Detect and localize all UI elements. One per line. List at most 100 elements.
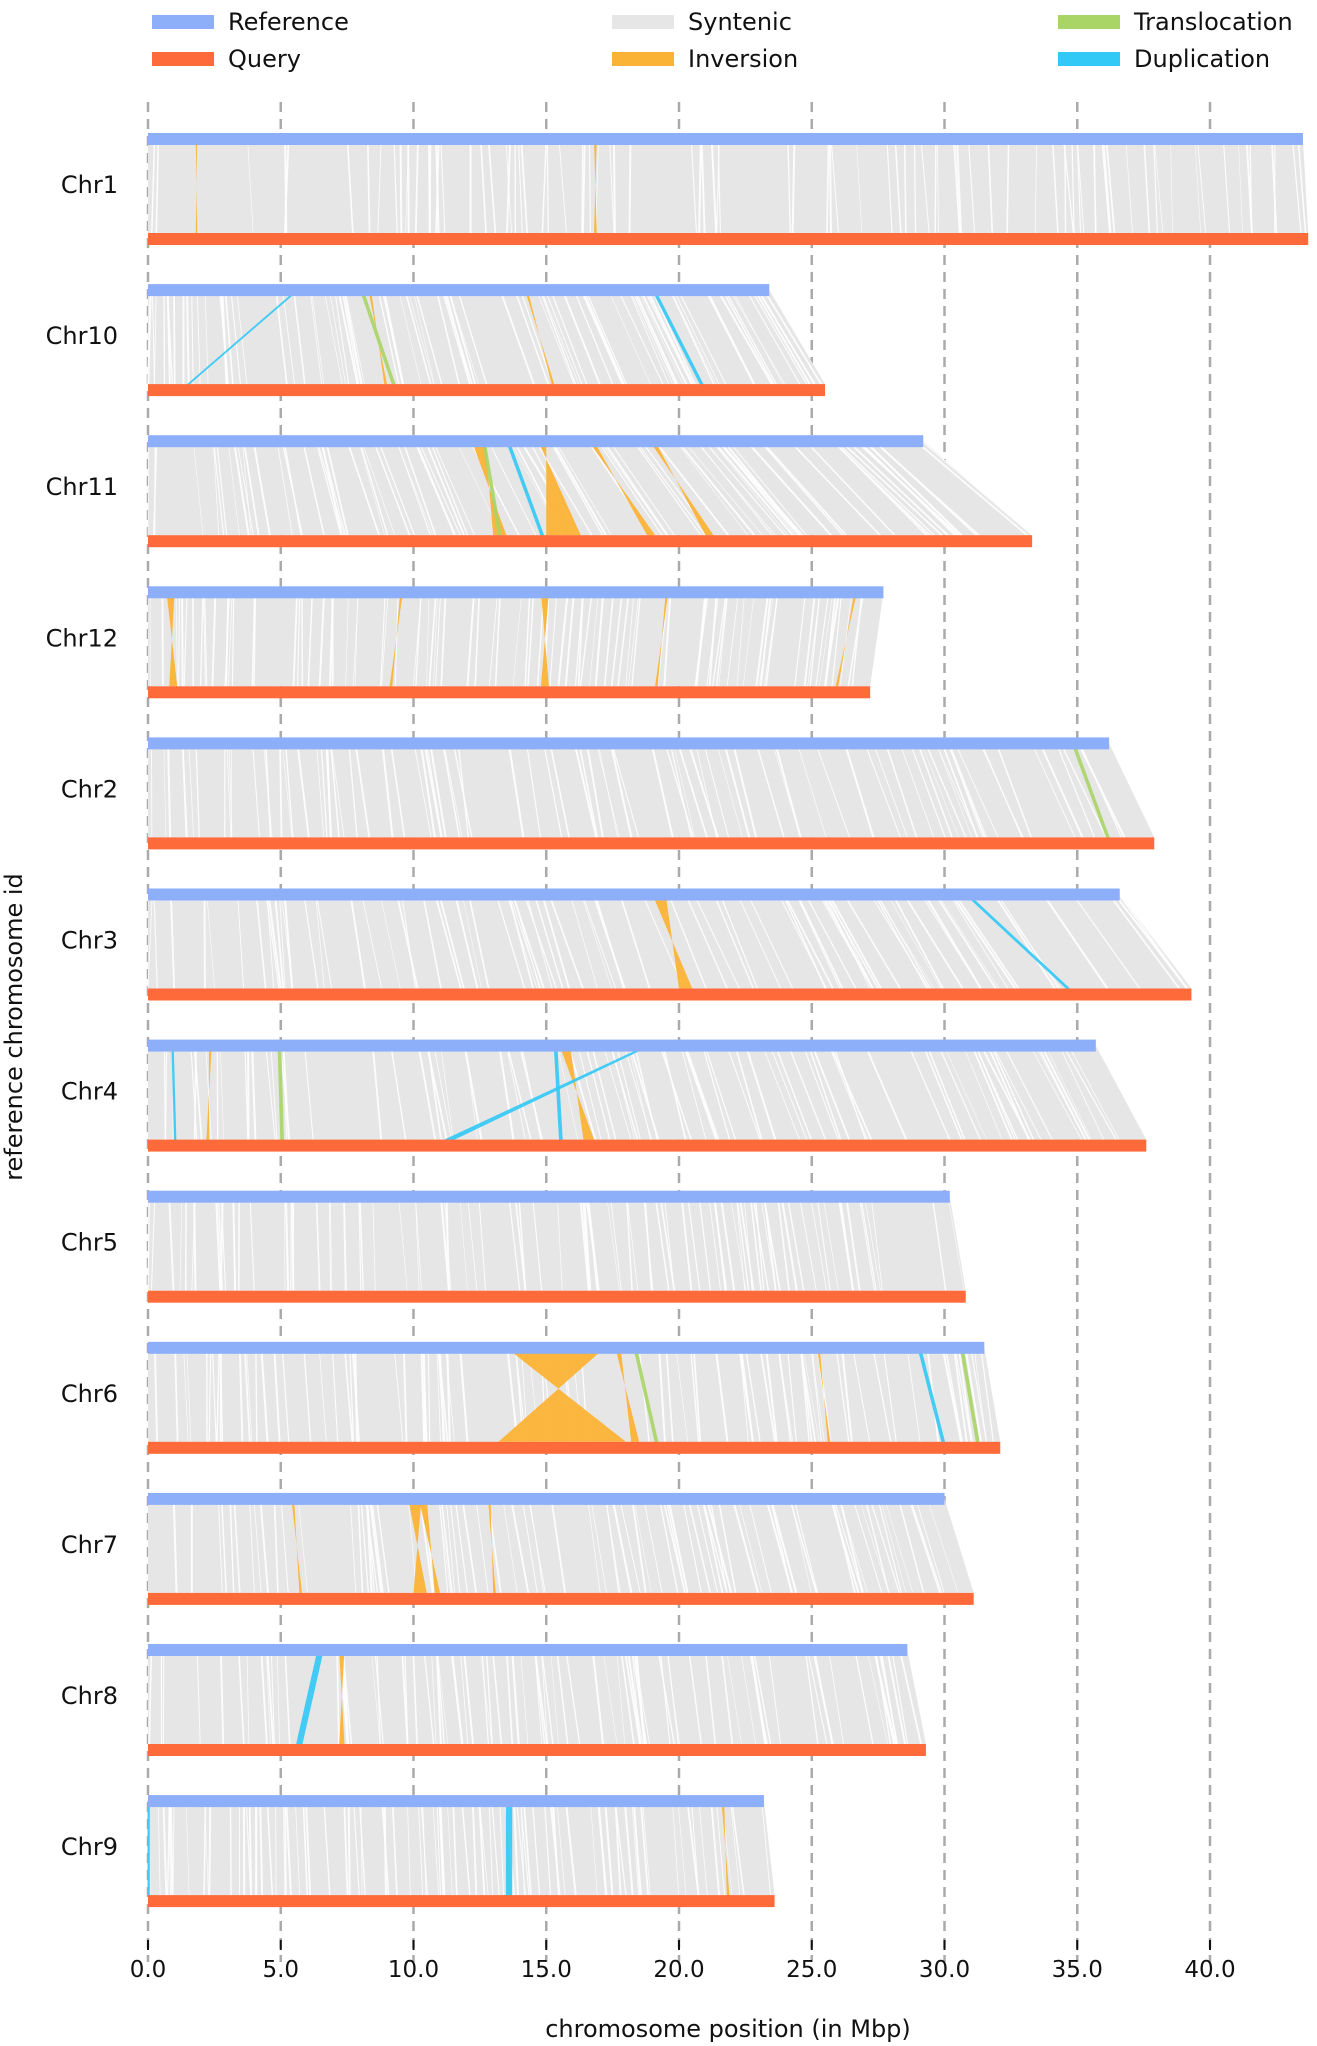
syntenic-gap bbox=[808, 1045, 842, 1140]
syntenic-gap bbox=[897, 1498, 925, 1594]
chromosome-track bbox=[147, 435, 1033, 548]
syntenic-region bbox=[148, 441, 1033, 536]
syntenic-region bbox=[148, 290, 826, 385]
syntenic-gap bbox=[349, 894, 366, 989]
syntenic-gap bbox=[695, 743, 717, 838]
syntenic-gap bbox=[413, 743, 432, 838]
syntenic-gap bbox=[199, 592, 204, 687]
syntenic-gap bbox=[1062, 1045, 1117, 1140]
syntenic-gap bbox=[183, 592, 188, 687]
syntenic-gap bbox=[830, 138, 839, 234]
syntenic-gap bbox=[1042, 893, 1109, 990]
syntenic-gap bbox=[534, 1649, 546, 1745]
syntenic-gap bbox=[383, 289, 405, 385]
syntenic-gap bbox=[297, 592, 301, 687]
syntenic-gap bbox=[357, 1498, 364, 1593]
syntenic-gap bbox=[947, 743, 986, 838]
syntenic-gap bbox=[921, 440, 1033, 536]
syntenic-gap bbox=[828, 894, 882, 989]
syntenic-gap bbox=[1031, 743, 1076, 838]
syntenic-gap bbox=[440, 592, 447, 687]
syntenic-gap bbox=[438, 1801, 445, 1896]
syntenic-gap bbox=[247, 138, 254, 234]
syntenic-gap bbox=[706, 592, 720, 687]
syntenic-gap bbox=[224, 290, 234, 385]
syntenic-gap bbox=[716, 289, 773, 385]
syntenic-gap bbox=[752, 1196, 770, 1291]
chromosome-track bbox=[148, 133, 1309, 245]
syntenic-gap bbox=[170, 894, 176, 989]
syntenic-gap bbox=[762, 1045, 800, 1140]
syntenic-gap bbox=[1245, 138, 1253, 234]
syntenic-gap bbox=[740, 1347, 754, 1442]
syntenic-gap bbox=[417, 1045, 437, 1140]
syntenic-gap bbox=[659, 1045, 692, 1140]
syntenic-gap bbox=[164, 1045, 168, 1140]
syntenic-gap bbox=[1003, 1045, 1053, 1140]
syntenic-gap bbox=[854, 1649, 874, 1745]
syntenic-gap bbox=[279, 894, 286, 989]
syntenic-gap bbox=[608, 289, 651, 385]
syntenic-gap bbox=[955, 743, 999, 838]
syntenic-gap bbox=[426, 592, 430, 687]
inversion-band bbox=[487, 1498, 496, 1593]
syntenic-gap bbox=[761, 1801, 771, 1896]
chromosome-label: Chr3 bbox=[61, 927, 118, 955]
syntenic-gap bbox=[703, 743, 730, 838]
syntenic-gap bbox=[631, 592, 642, 687]
syntenic-gap bbox=[646, 289, 694, 385]
syntenic-gap bbox=[481, 1649, 489, 1745]
syntenic-gap bbox=[815, 592, 830, 687]
syntenic-gap bbox=[282, 1801, 286, 1896]
syntenic-gap bbox=[899, 1649, 922, 1745]
syntenic-gap bbox=[466, 592, 475, 687]
syntenic-gap bbox=[491, 1649, 503, 1745]
syntenic-gap bbox=[396, 894, 419, 989]
syntenic-gap bbox=[297, 1498, 308, 1593]
syntenic-gap bbox=[162, 1801, 168, 1896]
syntenic-gap bbox=[393, 1347, 404, 1442]
syntenic-gap bbox=[315, 441, 342, 536]
syntenic-gap bbox=[522, 1801, 532, 1896]
syntenic-gap bbox=[585, 1045, 611, 1140]
syntenic-gap bbox=[876, 894, 931, 989]
syntenic-gap bbox=[358, 1196, 362, 1291]
syntenic-gap bbox=[556, 1196, 563, 1291]
syntenic-gap bbox=[431, 1649, 437, 1745]
syntenic-gap bbox=[594, 592, 605, 687]
syntenic-region bbox=[148, 592, 884, 687]
syntenic-gap bbox=[802, 1045, 839, 1140]
syntenic-gap bbox=[802, 1347, 820, 1442]
syntenic-gap bbox=[954, 894, 1020, 989]
syntenic-gap bbox=[843, 743, 875, 838]
syntenic-gap bbox=[516, 1801, 526, 1896]
syntenic-gap bbox=[718, 440, 804, 536]
syntenic-gap bbox=[639, 1801, 649, 1896]
syntenic-gap bbox=[920, 138, 930, 234]
syntenic-gap bbox=[329, 743, 340, 838]
syntenic-gap bbox=[665, 1347, 674, 1442]
syntenic-gap bbox=[1060, 743, 1107, 838]
syntenic-gap bbox=[617, 289, 664, 385]
query-bar bbox=[148, 1290, 966, 1303]
inversion-band bbox=[538, 441, 581, 536]
syntenic-gap bbox=[344, 290, 365, 385]
syntenic-gap bbox=[550, 1649, 559, 1745]
syntenic-gap bbox=[602, 1045, 632, 1140]
legend-swatch bbox=[1058, 15, 1120, 29]
syntenic-gap bbox=[738, 1196, 755, 1291]
query-bar bbox=[148, 535, 1033, 548]
syntenic-gap bbox=[633, 1498, 652, 1593]
syntenic-gap bbox=[747, 894, 794, 989]
syntenic-gap bbox=[509, 894, 542, 989]
syntenic-gap bbox=[549, 440, 604, 536]
syntenic-gap bbox=[303, 1347, 312, 1442]
syntenic-gap bbox=[875, 894, 934, 989]
reference-bar bbox=[148, 1190, 950, 1203]
syntenic-gap bbox=[732, 289, 783, 385]
syntenic-gap bbox=[343, 1347, 354, 1442]
syntenic-gap bbox=[422, 1801, 427, 1896]
syntenic-gap bbox=[695, 1498, 719, 1594]
syntenic-gap bbox=[585, 289, 627, 385]
syntenic-gap bbox=[581, 138, 586, 234]
